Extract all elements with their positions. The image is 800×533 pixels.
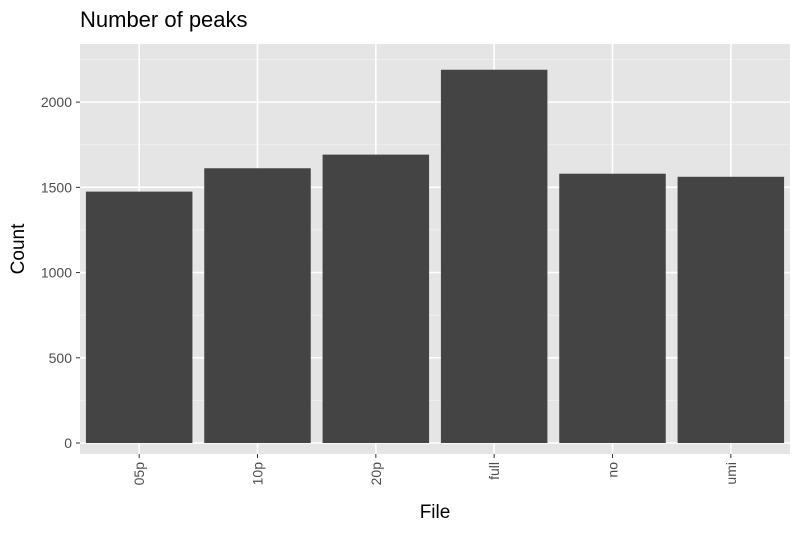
bar-10p [204,168,311,443]
x-axis-title: File [420,502,451,523]
x-tick-label: 05p [131,462,147,486]
y-tick-label: 1000 [41,265,72,281]
y-tick-label: 0 [64,435,72,451]
x-tick-label: no [605,462,621,478]
y-axis: 0 500 1000 1500 2000 [41,94,80,451]
bar-umi [677,176,785,443]
bar-no [559,173,666,443]
x-axis: 05p 10p 20p full no umi [131,454,739,485]
bars [85,69,785,444]
x-tick-label: umi [723,462,739,485]
x-tick-label: 20p [368,462,384,486]
y-axis-title: Count [8,223,29,274]
x-tick-label: full [486,462,502,480]
x-tick-label: 10p [250,462,266,486]
minor-gridlines [80,59,790,401]
plot-panel [80,44,790,454]
bar-full [440,69,548,443]
y-tick-label: 1500 [41,179,72,195]
chart-title: Number of peaks [80,7,248,32]
bar-05p [85,191,193,443]
y-tick-label: 2000 [41,94,72,110]
y-tick-label: 500 [49,350,73,366]
bar-20p [322,154,430,444]
